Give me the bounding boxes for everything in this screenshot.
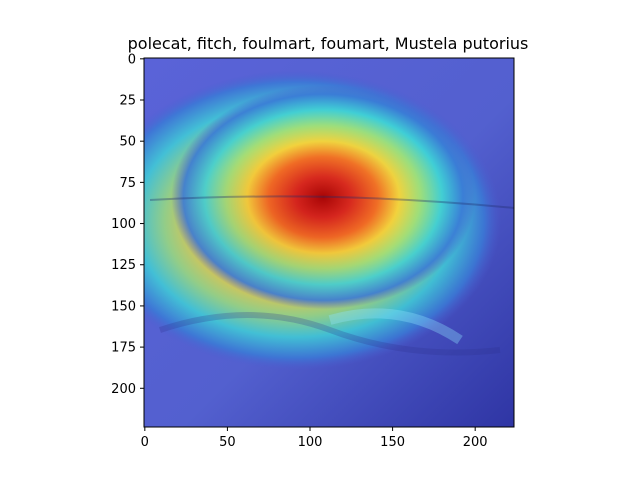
axes-frame	[143, 57, 515, 428]
y-tick-label: 200	[111, 382, 136, 397]
y-tick-label: 150	[111, 299, 136, 314]
x-tick-label: 100	[298, 435, 323, 450]
x-tick-label: 200	[463, 435, 488, 450]
image-texture-highlight	[328, 308, 463, 345]
x-tick-label: 0	[141, 435, 149, 450]
y-tick-label: 75	[119, 176, 136, 191]
y-tick-label: 25	[119, 94, 136, 109]
image-texture-fold	[149, 195, 514, 209]
y-tick-label: 0	[128, 52, 136, 67]
image-texture-shadow	[159, 312, 501, 356]
x-axis-ticks: 0 50 100 150 200	[141, 427, 488, 450]
y-tick-label: 100	[111, 217, 136, 232]
x-tick-label: 150	[380, 435, 405, 450]
chart-title: polecat, fitch, foulmart, foumart, Muste…	[128, 34, 529, 53]
y-tick-label: 125	[111, 258, 136, 273]
heatmap-image	[144, 58, 514, 427]
y-tick-label: 50	[119, 135, 136, 150]
y-axis-ticks: 0 25 50 75 100 125 150 175 200	[111, 52, 144, 397]
x-tick-label: 50	[219, 435, 236, 450]
heatmap-hotspot	[171, 85, 476, 310]
y-tick-label: 175	[111, 341, 136, 356]
